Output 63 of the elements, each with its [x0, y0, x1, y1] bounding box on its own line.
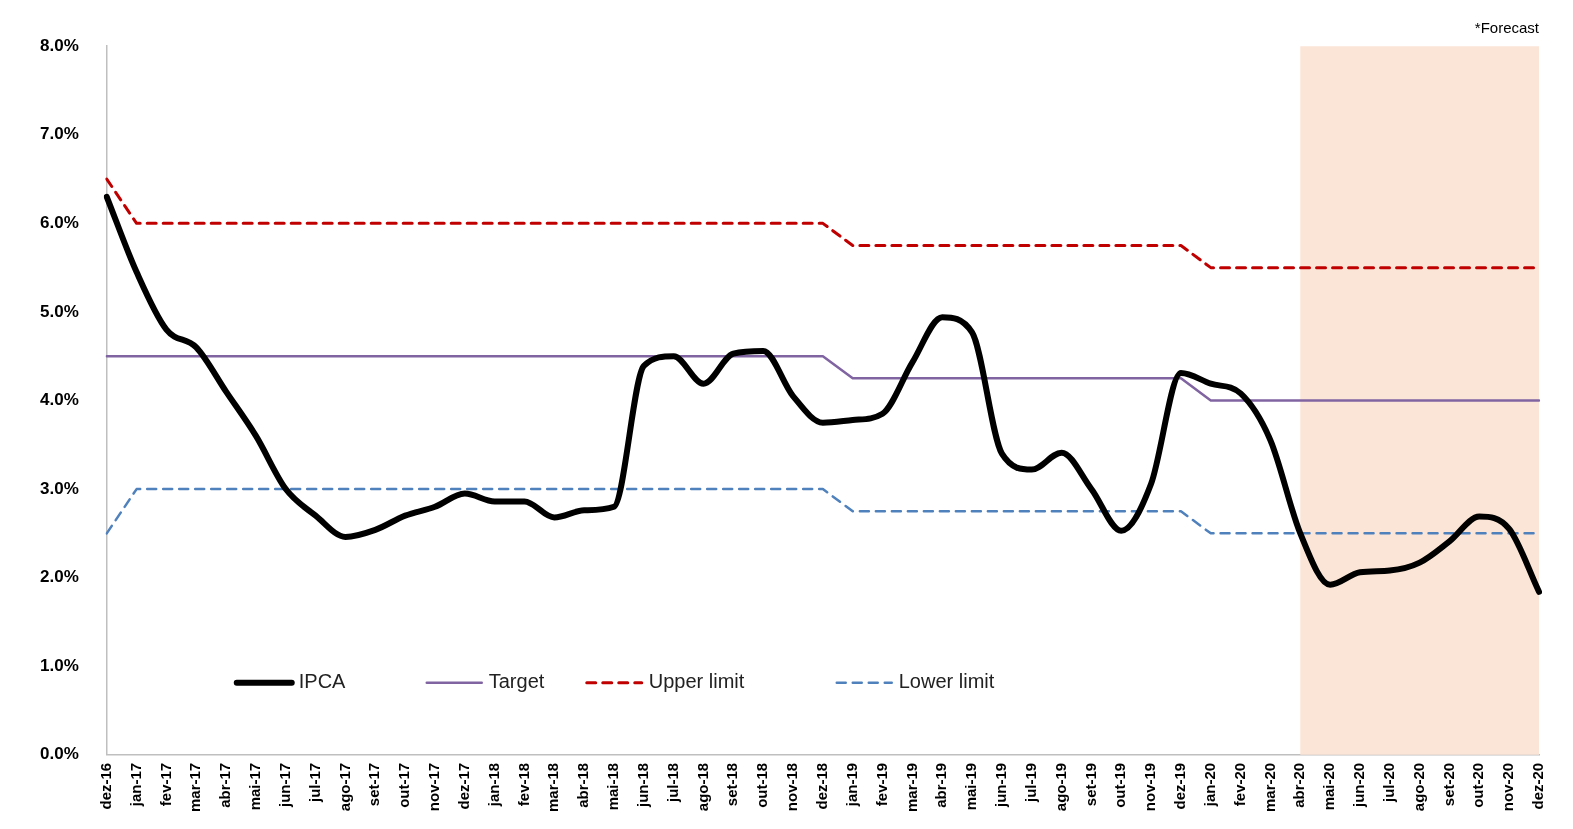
y-tick-label: 2.0%	[40, 567, 79, 587]
x-tick-label: mai-20	[1320, 762, 1338, 811]
x-tick-label: dez-20	[1529, 762, 1547, 810]
x-tick-label: nov-18	[783, 762, 801, 812]
y-tick-label: 8.0%	[40, 35, 79, 55]
x-tick-label: out-20	[1469, 762, 1487, 808]
x-tick-label: jan-19	[842, 762, 860, 808]
x-tick-label: abr-19	[932, 762, 950, 808]
x-tick-label: set-20	[1439, 762, 1457, 807]
x-tick-label: ago-17	[335, 762, 353, 812]
x-tick-label: dez-16	[96, 762, 114, 810]
x-tick-label: jun-19	[992, 762, 1010, 808]
y-tick-label: 3.0%	[40, 478, 79, 498]
x-tick-label: ago-18	[693, 762, 711, 812]
x-tick-label: out-18	[753, 762, 771, 808]
x-tick-label: nov-20	[1499, 762, 1517, 812]
legend-label: Lower limit	[898, 670, 995, 693]
x-tick-label: out-19	[1111, 762, 1129, 808]
x-tick-label: mai-18	[604, 762, 622, 811]
x-tick-label: jan-18	[484, 762, 502, 808]
x-tick-label: mar-19	[902, 762, 920, 813]
x-tick-label: abr-17	[216, 762, 234, 808]
x-tick-label: set-19	[1081, 762, 1099, 807]
legend-label: Target	[488, 670, 545, 693]
x-tick-label: fev-17	[156, 762, 174, 807]
x-tick-label: ago-19	[1051, 762, 1069, 812]
x-tick-label: nov-17	[425, 762, 443, 812]
y-tick-label: 4.0%	[40, 390, 79, 410]
legend-label: IPCA	[298, 670, 347, 693]
x-tick-label: jul-18	[663, 762, 681, 803]
x-tick-label: jul-17	[305, 762, 323, 803]
y-tick-label: 7.0%	[40, 124, 79, 144]
x-tick-label: nov-19	[1141, 762, 1159, 812]
x-tick-label: mai-17	[246, 762, 264, 811]
x-tick-label: mar-20	[1260, 762, 1278, 813]
x-tick-label: dez-18	[813, 762, 831, 810]
y-tick-label: 6.0%	[40, 213, 79, 233]
legend-label: Upper limit	[648, 670, 745, 693]
y-tick-label: 1.0%	[40, 655, 79, 675]
x-tick-label: fev-20	[1230, 762, 1248, 807]
x-tick-label: jan-17	[126, 762, 144, 808]
x-tick-label: set-17	[365, 762, 383, 807]
x-tick-label: fev-18	[514, 762, 532, 807]
x-tick-label: mar-17	[186, 762, 204, 813]
x-tick-label: set-18	[723, 762, 741, 807]
x-tick-label: dez-17	[454, 762, 472, 810]
y-tick-label: 5.0%	[40, 301, 79, 321]
x-tick-label: dez-19	[1171, 762, 1189, 810]
x-tick-label: abr-18	[574, 762, 592, 808]
x-tick-label: jan-20	[1200, 762, 1218, 808]
x-tick-label: ago-20	[1409, 762, 1427, 812]
x-tick-label: mai-19	[962, 762, 980, 811]
band-label: *Forecast	[1474, 18, 1540, 36]
x-tick-label: jul-19	[1021, 762, 1039, 803]
x-tick-label: jun-17	[275, 762, 293, 808]
x-tick-label: abr-20	[1290, 762, 1308, 808]
x-tick-label: out-17	[395, 762, 413, 808]
y-tick-label: 0.0%	[40, 744, 79, 764]
x-tick-label: mar-18	[544, 762, 562, 813]
x-tick-label: jul-20	[1379, 762, 1397, 803]
x-tick-label: jun-18	[633, 762, 651, 808]
x-tick-label: fev-19	[872, 762, 890, 807]
x-tick-label: jun-20	[1350, 762, 1368, 808]
